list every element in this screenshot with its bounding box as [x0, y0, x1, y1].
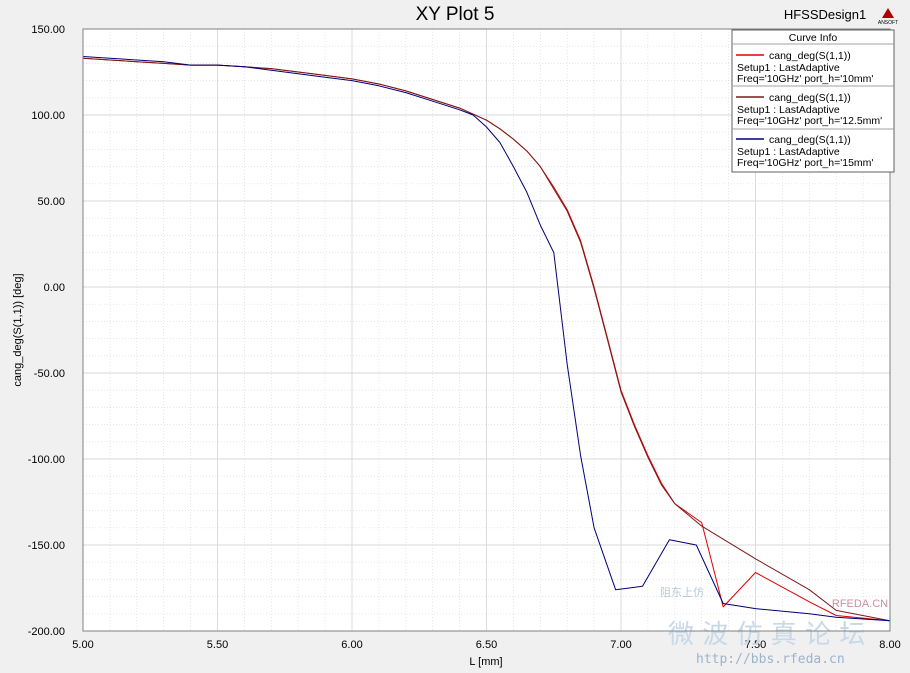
legend-variables-2: Freq='10GHz' port_h='12.5mm'	[737, 115, 882, 127]
y-tick-label: 0.00	[44, 282, 65, 294]
y-tick-label: -50.00	[34, 368, 65, 380]
plot-border	[82, 28, 891, 632]
watermark-chinese: 微 波 仿 真 论 坛	[668, 620, 865, 650]
watermark-url: http://bbs.rfeda.cn	[696, 652, 845, 667]
series-line-3	[82, 56, 891, 622]
x-axis-label: L [mm]	[469, 656, 502, 668]
y-tick-label: -100.00	[28, 454, 65, 466]
y-tick-label: 50.00	[37, 196, 65, 208]
y-tick-label: -200.00	[28, 626, 65, 638]
watermark-small: 阻东上仿	[660, 586, 704, 599]
x-tick-label: 5.00	[72, 639, 93, 651]
y-tick-label: -150.00	[28, 540, 65, 552]
legend-setup-1: Setup1 : LastAdaptive	[737, 62, 840, 74]
legend-title: Curve Info	[789, 32, 838, 44]
x-tick-label: 5.50	[207, 639, 228, 651]
legend-series-name-1: cang_deg(S(1,1))	[769, 50, 851, 62]
y-tick-labels: 150.00 100.00 50.00 0.00 -50.00 -100.00 -150.0…	[28, 24, 65, 638]
chart-title: XY Plot 5	[416, 4, 495, 25]
y-axis-label: cang_deg(S(1,1)) [deg]	[12, 273, 24, 386]
legend-series-name-3: cang_deg(S(1,1))	[769, 134, 851, 146]
series-lines	[82, 56, 891, 622]
legend-variables-1: Freq='10GHz' port_h='10mm'	[737, 73, 873, 85]
x-tick-label: 6.00	[341, 639, 362, 651]
legend-entry-3: cang_deg(S(1,1)) Setup1 : LastAdaptive F…	[736, 134, 873, 169]
legend-series-name-2: cang_deg(S(1,1))	[769, 92, 851, 104]
legend: Curve Info cang_deg(S(1,1)) Setup1 : Las…	[731, 29, 895, 173]
watermark-site: RFEDA.CN	[832, 598, 888, 610]
watermark: 阻东上仿 RFEDA.CN 微 波 仿 真 论 坛 http://bbs.rfe…	[660, 586, 888, 667]
x-tick-labels: 5.00 5.50 6.00 6.50 7.00 7.50 8.00	[72, 639, 900, 651]
y-tick-label: 100.00	[31, 110, 65, 122]
x-tick-label: 8.00	[879, 639, 900, 651]
legend-setup-3: Setup1 : LastAdaptive	[737, 146, 840, 158]
legend-box	[731, 29, 895, 173]
design-name: HFSSDesign1	[784, 7, 866, 22]
ansoft-logo-icon	[882, 8, 894, 18]
grid	[82, 28, 891, 632]
legend-entry-2: cang_deg(S(1,1)) Setup1 : LastAdaptive F…	[736, 92, 882, 127]
legend-variables-3: Freq='10GHz' port_h='15mm'	[737, 157, 873, 169]
x-tick-label: 7.00	[610, 639, 631, 651]
x-tick-label: 7.50	[745, 639, 766, 651]
legend-setup-2: Setup1 : LastAdaptive	[737, 104, 840, 116]
x-tick-label: 6.50	[476, 639, 497, 651]
legend-entry-1: cang_deg(S(1,1)) Setup1 : LastAdaptive F…	[736, 50, 873, 85]
y-tick-label: 150.00	[31, 24, 65, 36]
ansoft-logo: ANSOFT	[878, 8, 898, 26]
ansoft-logo-text: ANSOFT	[878, 20, 898, 26]
